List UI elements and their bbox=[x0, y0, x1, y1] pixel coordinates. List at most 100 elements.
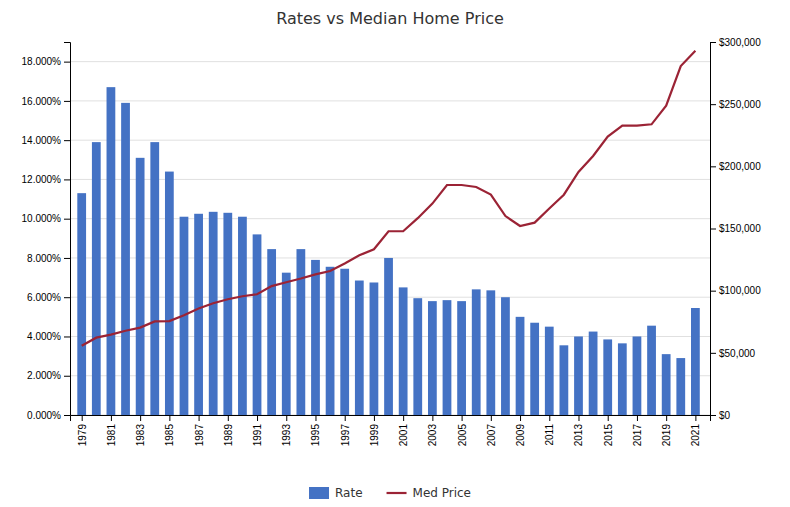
bar bbox=[107, 87, 116, 415]
tick-label: 2005 bbox=[457, 424, 468, 447]
tick-mark bbox=[64, 140, 70, 141]
bar bbox=[618, 343, 627, 415]
grid bbox=[70, 62, 710, 415]
legend-swatch bbox=[387, 492, 407, 494]
tick-mark bbox=[710, 42, 716, 43]
bar bbox=[647, 326, 656, 415]
tick: 2019 bbox=[661, 415, 672, 446]
bar bbox=[194, 214, 203, 415]
tick: $0 bbox=[710, 410, 731, 421]
tick: 16.000% bbox=[22, 96, 70, 107]
tick-label: $150,000 bbox=[719, 223, 761, 234]
tick: 2011 bbox=[544, 415, 555, 446]
chart: 1979 1981 1983 1985 1987 1989 1991 1993 1995 1997… bbox=[0, 0, 790, 507]
axis-line bbox=[711, 43, 717, 416]
bar bbox=[443, 300, 452, 415]
bar bbox=[516, 317, 525, 415]
bar bbox=[223, 213, 232, 415]
tick-mark bbox=[608, 415, 609, 421]
tick-label: 1985 bbox=[164, 424, 175, 447]
tick-mark bbox=[710, 104, 716, 105]
tick-mark bbox=[710, 353, 716, 354]
tick-label: 1987 bbox=[194, 424, 205, 447]
bar bbox=[326, 267, 335, 415]
tick: 0.000% bbox=[27, 410, 70, 421]
bar bbox=[559, 345, 568, 415]
tick-label: 0.000% bbox=[27, 410, 61, 421]
tick-label: 1981 bbox=[106, 424, 117, 447]
tick-label: 1991 bbox=[252, 424, 263, 447]
tick: 2007 bbox=[486, 415, 497, 446]
tick: 1983 bbox=[135, 415, 146, 446]
tick: $200,000 bbox=[710, 161, 761, 172]
grid-line bbox=[70, 61, 710, 62]
tick-label: 2.000% bbox=[27, 370, 61, 381]
tick-label: 8.000% bbox=[27, 253, 61, 264]
tick-label: 10.000% bbox=[22, 213, 62, 224]
bar bbox=[662, 354, 671, 415]
tick: 1993 bbox=[281, 415, 292, 446]
tick: 1997 bbox=[340, 415, 351, 446]
legend: RateMed Price bbox=[309, 486, 471, 500]
bar bbox=[92, 142, 101, 415]
tick-label: 2015 bbox=[603, 424, 614, 447]
bar bbox=[399, 287, 408, 415]
tick-mark bbox=[286, 415, 287, 421]
tick-mark bbox=[64, 101, 70, 102]
bar bbox=[296, 249, 305, 415]
tick-label: 2009 bbox=[515, 424, 526, 447]
tick-mark bbox=[64, 297, 70, 298]
tick-label: 1989 bbox=[223, 424, 234, 447]
tick: 2021 bbox=[690, 415, 701, 446]
tick-mark bbox=[491, 415, 492, 421]
tick-label: $100,000 bbox=[719, 285, 761, 296]
title: Rates vs Median Home Price bbox=[276, 9, 504, 28]
tick-label: $300,000 bbox=[719, 37, 761, 48]
bar bbox=[311, 260, 320, 415]
tick: 2003 bbox=[427, 415, 438, 446]
bar bbox=[136, 158, 145, 415]
y-axis: 0.000%2.000%4.000%6.000%8.000%10.000%12.… bbox=[22, 43, 71, 421]
tick: 2.000% bbox=[27, 370, 70, 381]
bar bbox=[603, 339, 612, 415]
tick: 1989 bbox=[223, 415, 234, 446]
tick-label: 2011 bbox=[544, 424, 555, 446]
tick-mark bbox=[710, 166, 716, 167]
tick-label: 1999 bbox=[369, 424, 380, 447]
tick: 10.000% bbox=[22, 213, 70, 224]
bar bbox=[501, 297, 510, 415]
tick-mark bbox=[578, 415, 579, 421]
bar bbox=[150, 142, 159, 415]
line bbox=[82, 51, 696, 346]
bar bbox=[355, 281, 364, 415]
tick: 2001 bbox=[398, 415, 409, 446]
tick-label: $50,000 bbox=[719, 348, 756, 359]
tick-label: 16.000% bbox=[22, 96, 62, 107]
tick: $300,000 bbox=[710, 37, 761, 48]
tick-label: 1983 bbox=[135, 424, 146, 447]
tick-mark bbox=[64, 179, 70, 180]
bar bbox=[633, 336, 642, 415]
bar bbox=[413, 298, 422, 415]
bar bbox=[267, 249, 276, 415]
bar bbox=[676, 358, 685, 415]
tick-mark bbox=[140, 415, 141, 421]
tick-mark bbox=[520, 415, 521, 421]
tick-mark bbox=[710, 229, 716, 230]
tick: 6.000% bbox=[27, 292, 70, 303]
tick: 1987 bbox=[194, 415, 205, 446]
legend-label: Med Price bbox=[413, 486, 471, 500]
tick-mark bbox=[462, 415, 463, 421]
tick: 1979 bbox=[77, 415, 88, 446]
tick-label: $0 bbox=[719, 410, 731, 421]
axis-line bbox=[71, 416, 711, 422]
grid-line bbox=[70, 100, 710, 101]
bar bbox=[384, 258, 393, 415]
tick-mark bbox=[64, 415, 70, 416]
tick: 2017 bbox=[632, 415, 643, 446]
marks bbox=[77, 51, 699, 415]
tick: 2009 bbox=[515, 415, 526, 446]
bar bbox=[691, 308, 700, 415]
tick: 1995 bbox=[310, 415, 321, 446]
tick-label: $200,000 bbox=[719, 161, 761, 172]
